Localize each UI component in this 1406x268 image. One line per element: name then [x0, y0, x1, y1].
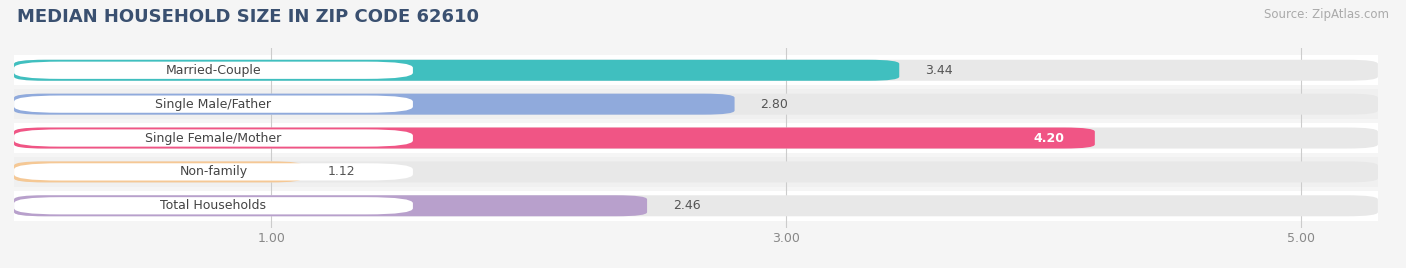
FancyBboxPatch shape — [14, 123, 1378, 153]
FancyBboxPatch shape — [14, 163, 413, 181]
FancyBboxPatch shape — [14, 60, 1378, 81]
FancyBboxPatch shape — [14, 157, 1378, 187]
Text: 2.80: 2.80 — [761, 98, 789, 111]
FancyBboxPatch shape — [14, 128, 1378, 148]
Text: Single Male/Father: Single Male/Father — [156, 98, 271, 111]
Text: 2.46: 2.46 — [673, 199, 700, 212]
FancyBboxPatch shape — [14, 195, 647, 216]
Text: Non-family: Non-family — [180, 165, 247, 178]
Text: Married-Couple: Married-Couple — [166, 64, 262, 77]
Text: 3.44: 3.44 — [925, 64, 953, 77]
Text: 1.12: 1.12 — [328, 165, 356, 178]
FancyBboxPatch shape — [14, 55, 1378, 85]
FancyBboxPatch shape — [14, 161, 1378, 183]
FancyBboxPatch shape — [14, 161, 302, 183]
Text: Single Female/Mother: Single Female/Mother — [145, 132, 281, 144]
FancyBboxPatch shape — [14, 94, 1378, 115]
FancyBboxPatch shape — [14, 94, 734, 115]
FancyBboxPatch shape — [14, 62, 413, 79]
FancyBboxPatch shape — [14, 89, 1378, 119]
FancyBboxPatch shape — [14, 60, 900, 81]
FancyBboxPatch shape — [14, 197, 413, 214]
Text: 4.20: 4.20 — [1033, 132, 1064, 144]
Text: MEDIAN HOUSEHOLD SIZE IN ZIP CODE 62610: MEDIAN HOUSEHOLD SIZE IN ZIP CODE 62610 — [17, 8, 479, 26]
FancyBboxPatch shape — [14, 95, 413, 113]
FancyBboxPatch shape — [14, 128, 1095, 148]
Text: Source: ZipAtlas.com: Source: ZipAtlas.com — [1264, 8, 1389, 21]
FancyBboxPatch shape — [14, 191, 1378, 221]
Text: Total Households: Total Households — [160, 199, 267, 212]
FancyBboxPatch shape — [14, 129, 413, 147]
FancyBboxPatch shape — [14, 195, 1378, 216]
